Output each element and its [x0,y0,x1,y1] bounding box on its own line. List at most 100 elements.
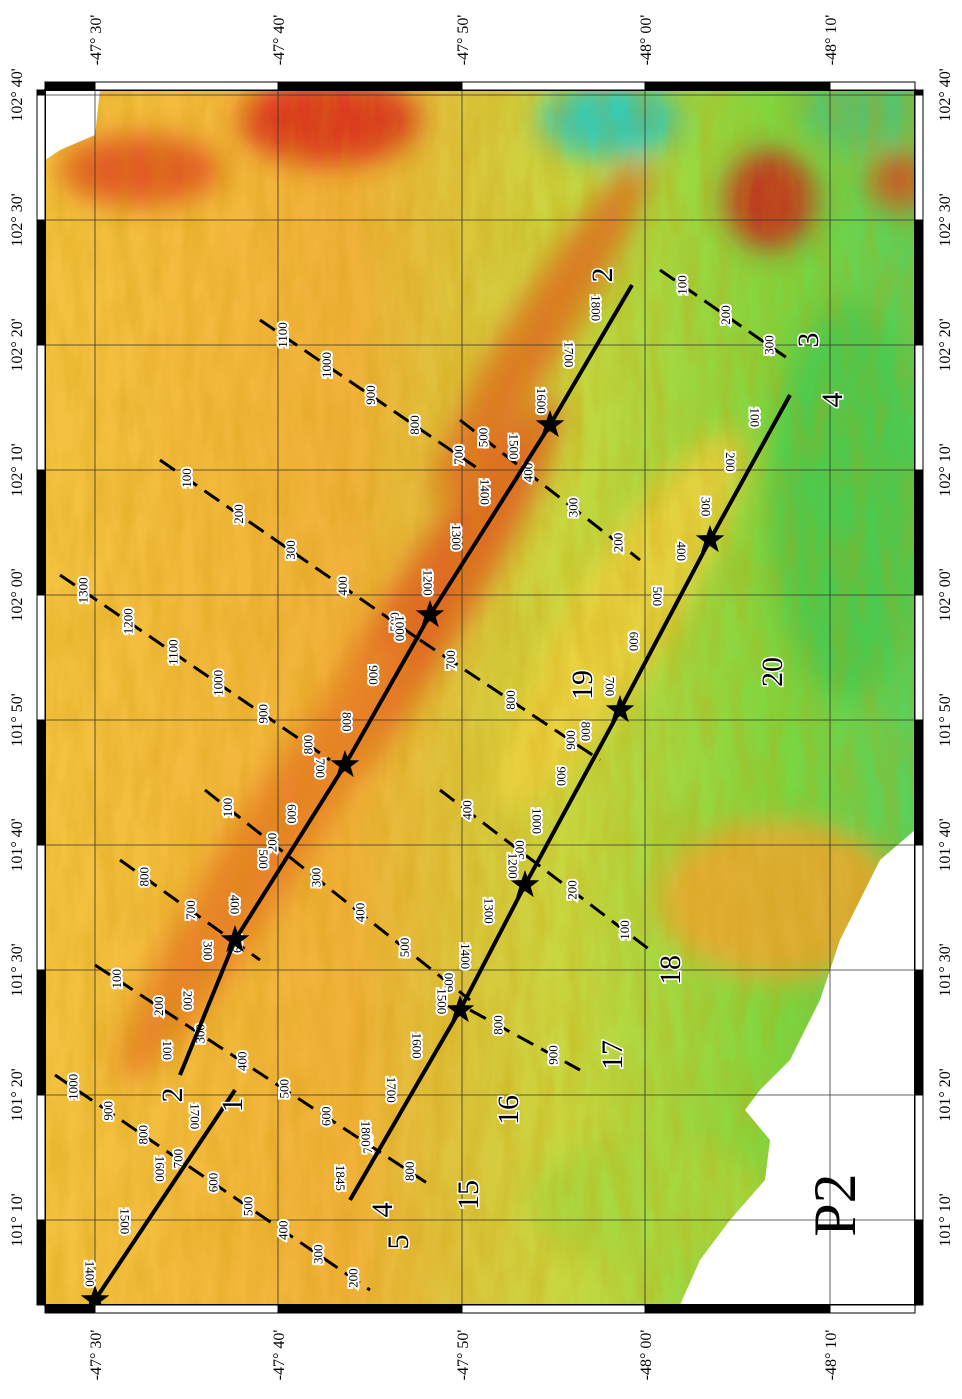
track-label: 800 [340,712,355,732]
frame-bar [94,81,279,91]
track-label: 300 [698,497,713,516]
profile-line [259,318,481,472]
star-marker [415,600,445,628]
segment-number: 18 [654,955,687,985]
relief [45,90,915,1305]
track-label: 1700 [384,1077,399,1103]
region-label: P2 [802,1173,868,1236]
profile-line [459,418,641,562]
depth-label: 900 [546,1045,561,1065]
frame-bar [44,81,96,91]
frame-bar [914,719,924,846]
track-label: 400 [227,895,242,915]
axis-label: 101° 40' [9,818,26,871]
track-label: 500 [650,587,665,607]
frame-bar [914,1219,924,1306]
frame-bar [94,1304,279,1314]
axis-label: -47° 50' [455,15,472,66]
depth-label: 700 [183,900,198,920]
depth-label: 1000 [319,352,334,378]
depth-label: 800 [491,1015,506,1035]
track-label: 600 [626,632,641,652]
frame-bar [36,1219,46,1306]
depth-label: 700 [451,445,466,465]
frame-bar [914,219,924,346]
frame-bar [36,719,46,846]
track-label: 1700 [561,341,576,367]
track-label: 1000 [530,808,545,834]
frame-bar [36,344,46,471]
depth-label: 800 [503,690,518,710]
axis-label: 102° 00' [9,568,26,621]
track-label: 1500 [118,1208,133,1234]
axis-label: -48° 10' [823,15,840,66]
profile-line [94,963,431,1187]
frame-bar [36,594,46,721]
frame-bar [829,81,916,91]
frame-bar [914,844,924,971]
segment-number: 2 [156,1088,189,1103]
axis-label: 101° 40' [937,818,954,871]
star-marker [330,750,360,778]
depth-label: 1100 [275,322,290,348]
segment-number: 17 [596,1040,629,1070]
depth-label: 900 [563,730,578,750]
frame-bar [914,1094,924,1221]
depth-label: 200 [564,880,579,900]
frame-bar [36,969,46,1096]
star-marker [695,525,725,553]
axis-label: 101° 20' [937,1068,954,1121]
frame-bar [914,469,924,596]
axis-label: -47° 40' [271,1330,288,1381]
segment-number: 4 [366,1203,399,1218]
track-label: 1500 [435,988,450,1014]
track-label: 100 [748,408,763,428]
depth-label: 600 [441,973,456,993]
track-line [178,283,634,1076]
axis-label: 101° 10' [937,1193,954,1246]
frame-bar [914,594,924,721]
depth-label: 1000 [66,1074,81,1100]
depth-label: 1300 [76,577,91,603]
star-marker [535,410,565,438]
profile-line [54,1073,371,1292]
depth-label: 300 [761,335,776,355]
depth-label: 400 [276,1221,291,1241]
axis-label: 101° 50' [937,693,954,746]
depth-label: 800 [402,1162,417,1182]
track-label: 400 [674,542,689,562]
depth-label: 900 [101,1101,116,1121]
axis-label: 101° 10' [9,1193,26,1246]
star-marker [510,870,540,898]
profile-line [419,638,601,762]
track-label: 1500 [506,434,521,460]
depth-label: 300 [283,540,298,560]
axis-label: -48° 10' [823,1330,840,1381]
depth-label: 200 [264,833,279,853]
depth-label: 500 [387,612,402,632]
annotations: -47° 30' -47° 30' -47° 40' -47° 40' -47° 50'… [9,15,954,1381]
track-label: 600 [284,804,299,824]
axis-label: 101° 30' [937,943,954,996]
track-label: 1300 [449,524,464,550]
axis-label: 102° 30' [937,193,954,246]
axis-label: 101° 50' [9,693,26,746]
track-label: 500 [256,849,271,869]
track-line [348,394,792,1202]
depth-label: 700 [360,1134,375,1154]
track-label: 800 [578,722,593,742]
track-label: 1400 [83,1261,98,1287]
depth-label: 300 [308,868,323,888]
depth-label: 100 [675,275,690,295]
frame-bar [36,94,46,221]
frame-bar [36,219,46,346]
depth-label: 800 [301,735,316,755]
depth-label: 800 [136,1125,151,1145]
segment-number: 20 [756,657,789,687]
depth-label: 500 [276,1079,291,1099]
segment-number: 1 [216,1098,249,1113]
frame-bar [914,94,924,221]
star-marker [605,695,635,723]
track-line [93,1088,237,1302]
track-label: 700 [313,758,328,778]
